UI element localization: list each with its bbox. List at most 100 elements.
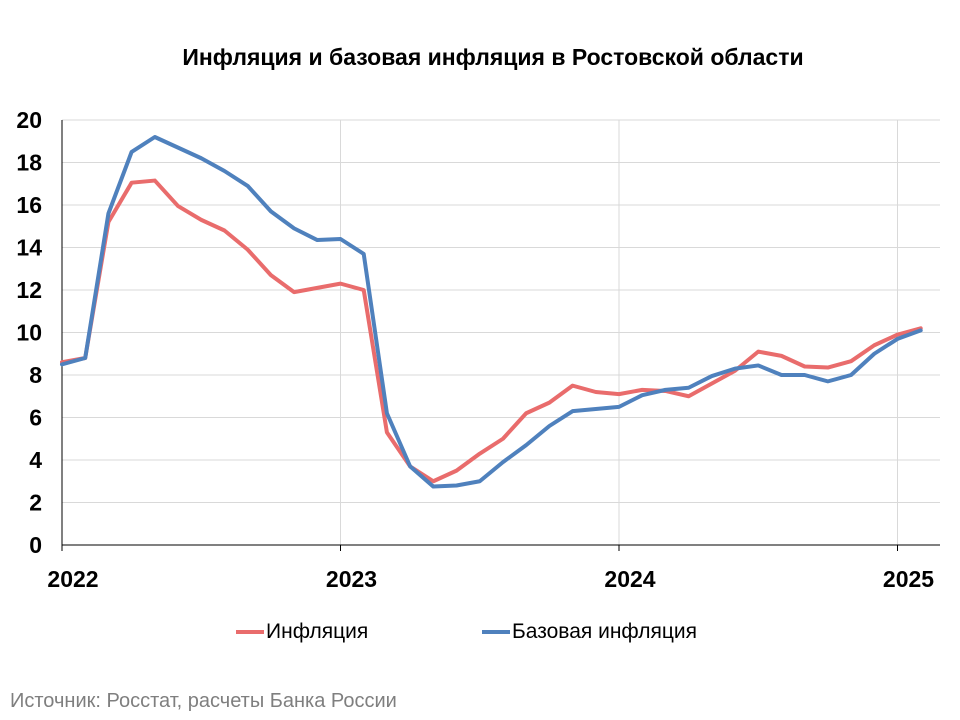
data-point-inflation bbox=[501, 437, 505, 441]
x-tick-label: 2022 bbox=[47, 566, 98, 592]
data-point-core-inflation bbox=[617, 405, 621, 409]
data-point-core-inflation bbox=[292, 226, 296, 230]
x-tick-label: 2023 bbox=[326, 566, 377, 592]
data-point-inflation bbox=[710, 382, 714, 386]
data-point-inflation bbox=[687, 394, 691, 398]
data-point-inflation bbox=[339, 282, 343, 286]
data-point-inflation bbox=[431, 479, 435, 483]
data-point-core-inflation bbox=[524, 443, 528, 447]
data-point-core-inflation bbox=[687, 386, 691, 390]
data-point-inflation bbox=[315, 286, 319, 290]
data-point-inflation bbox=[803, 365, 807, 369]
data-point-core-inflation bbox=[315, 238, 319, 242]
y-tick-label: 16 bbox=[16, 192, 42, 218]
data-point-inflation bbox=[246, 248, 250, 252]
data-point-core-inflation bbox=[640, 393, 644, 397]
axes bbox=[61, 120, 940, 551]
y-tick-label: 6 bbox=[29, 405, 42, 431]
data-point-core-inflation bbox=[919, 328, 923, 332]
data-point-core-inflation bbox=[501, 460, 505, 464]
data-point-core-inflation bbox=[269, 209, 273, 213]
data-point-inflation bbox=[547, 401, 551, 405]
data-point-core-inflation bbox=[106, 212, 110, 216]
y-tick-label: 8 bbox=[29, 362, 42, 388]
data-point-core-inflation bbox=[710, 374, 714, 378]
data-point-inflation bbox=[896, 333, 900, 337]
y-tick-label: 2 bbox=[29, 490, 42, 516]
legend-label-inflation: Инфляция bbox=[266, 620, 369, 643]
series-line-core-inflation bbox=[60, 135, 923, 489]
y-tick-label: 12 bbox=[16, 277, 42, 303]
data-point-core-inflation bbox=[246, 184, 250, 188]
source-note: Источник: Росстат, расчеты Банка России bbox=[10, 690, 397, 712]
data-point-core-inflation bbox=[849, 373, 853, 377]
data-point-core-inflation bbox=[408, 464, 412, 468]
data-point-core-inflation bbox=[594, 407, 598, 411]
data-point-core-inflation bbox=[339, 237, 343, 241]
data-point-inflation bbox=[385, 430, 389, 434]
y-tick-label: 14 bbox=[16, 235, 42, 261]
data-point-core-inflation bbox=[455, 484, 459, 488]
chart-title: Инфляция и базовая инфляция в Ростовской… bbox=[182, 44, 804, 70]
series-line-inflation bbox=[60, 178, 923, 484]
data-point-core-inflation bbox=[478, 479, 482, 483]
data-point-core-inflation bbox=[130, 150, 134, 154]
x-tick-label: 2024 bbox=[604, 566, 655, 592]
data-point-inflation bbox=[571, 384, 575, 388]
data-point-inflation bbox=[779, 354, 783, 358]
data-point-core-inflation bbox=[571, 409, 575, 413]
data-point-inflation bbox=[617, 392, 621, 396]
data-point-core-inflation bbox=[385, 411, 389, 415]
data-point-core-inflation bbox=[176, 146, 180, 150]
data-point-inflation bbox=[524, 411, 528, 415]
legend-label-core-inflation: Базовая инфляция bbox=[512, 620, 698, 643]
data-point-core-inflation bbox=[362, 252, 366, 256]
data-point-inflation bbox=[153, 179, 157, 183]
data-point-core-inflation bbox=[431, 485, 435, 489]
data-point-inflation bbox=[199, 218, 203, 222]
data-point-inflation bbox=[176, 204, 180, 208]
data-point-core-inflation bbox=[83, 356, 87, 360]
legend-item-core-inflation: Базовая инфляция bbox=[482, 620, 697, 644]
data-point-core-inflation bbox=[547, 424, 551, 428]
data-point-core-inflation bbox=[872, 352, 876, 356]
legend: Инфляция Базовая инфляция bbox=[0, 620, 960, 650]
y-tick-label: 18 bbox=[16, 150, 42, 176]
data-point-core-inflation bbox=[60, 362, 64, 366]
data-point-core-inflation bbox=[199, 156, 203, 160]
y-axis-ticks: 0 2 4 6 8 10 12 14 16 18 20 bbox=[16, 107, 42, 558]
legend-item-inflation: Инфляция bbox=[236, 620, 368, 644]
data-point-inflation bbox=[640, 388, 644, 392]
data-point-core-inflation bbox=[222, 169, 226, 173]
x-tick-label: 2025 bbox=[883, 566, 934, 592]
data-point-core-inflation bbox=[896, 337, 900, 341]
grid-lines bbox=[62, 119, 940, 545]
data-point-core-inflation bbox=[826, 379, 830, 383]
data-point-inflation bbox=[455, 469, 459, 473]
data-point-inflation bbox=[130, 181, 134, 185]
data-point-core-inflation bbox=[663, 388, 667, 392]
y-tick-label: 4 bbox=[29, 447, 42, 473]
data-point-inflation bbox=[594, 390, 598, 394]
x-axis-ticks: 2022 2023 2024 2025 bbox=[47, 566, 934, 592]
series-lines bbox=[60, 135, 923, 489]
data-point-core-inflation bbox=[756, 363, 760, 367]
legend-swatch-core-inflation bbox=[482, 630, 510, 634]
data-point-inflation bbox=[872, 343, 876, 347]
legend-swatch-inflation bbox=[236, 630, 264, 634]
data-point-inflation bbox=[222, 229, 226, 233]
data-point-inflation bbox=[756, 350, 760, 354]
line-chart: 0 2 4 6 8 10 12 14 16 18 20 2022 2023 2024 2025 bbox=[16, 107, 940, 592]
data-point-inflation bbox=[849, 359, 853, 363]
y-tick-label: 20 bbox=[16, 107, 42, 133]
data-point-inflation bbox=[478, 452, 482, 456]
data-point-inflation bbox=[826, 366, 830, 370]
data-point-inflation bbox=[362, 288, 366, 292]
data-point-core-inflation bbox=[733, 367, 737, 371]
y-tick-label: 10 bbox=[16, 320, 42, 346]
data-point-core-inflation bbox=[803, 373, 807, 377]
data-point-inflation bbox=[269, 273, 273, 277]
data-point-inflation bbox=[292, 290, 296, 294]
data-point-core-inflation bbox=[153, 135, 157, 139]
y-tick-label: 0 bbox=[29, 532, 42, 558]
